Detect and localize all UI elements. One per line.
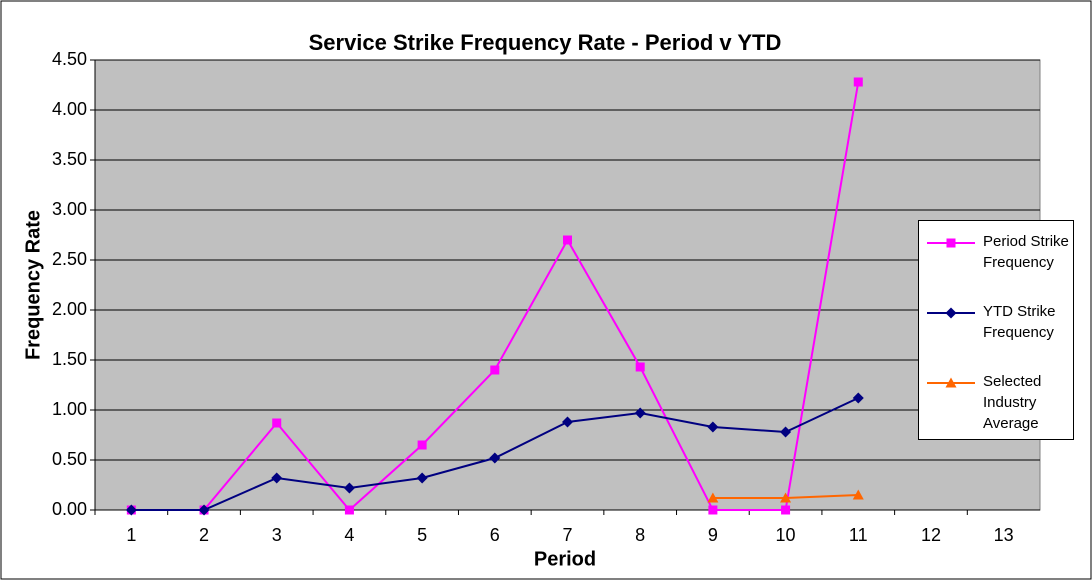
marker (562, 416, 573, 428)
y-tick-label: 1.00 (52, 399, 87, 419)
plot-area (94, 59, 1041, 511)
marker (125, 504, 137, 516)
marker (344, 505, 354, 515)
legend-label: Period Strike Frequency (983, 233, 1069, 271)
y-tick-label: 4.50 (52, 49, 87, 69)
legend-swatch (927, 238, 975, 248)
x-tick-label: 3 (272, 525, 282, 545)
marker (489, 452, 501, 464)
legend-label: YTD Strike Frequency (983, 303, 1056, 341)
x-tick-label: 5 (417, 525, 427, 545)
marker (416, 472, 428, 484)
x-tick-label: 6 (490, 525, 500, 545)
y-tick-label: 3.50 (52, 149, 87, 169)
x-tick-label: 12 (921, 525, 941, 545)
marker (852, 392, 864, 404)
legend-item: YTD Strike Frequency (919, 301, 1075, 361)
legend-swatch (927, 307, 975, 319)
marker (343, 482, 355, 494)
x-tick-label: 7 (562, 525, 572, 545)
marker (707, 421, 719, 433)
legend-item: Selected Industry Average (919, 371, 1075, 432)
legend-label: Selected Industry Average (983, 373, 1042, 432)
marker (781, 505, 791, 515)
x-tick-label: 11 (849, 525, 868, 545)
legend: Period Strike Frequency YTD Strike Freque… (918, 220, 1074, 440)
marker (198, 504, 210, 516)
y-tick-label: 4.00 (52, 99, 87, 119)
chart-title: Service Strike Frequency Rate - Period v… (309, 30, 782, 55)
y-tick-label: 1.50 (52, 349, 87, 369)
marker (945, 377, 957, 388)
x-axis-label: Period (534, 548, 596, 570)
marker (563, 235, 572, 245)
marker (272, 418, 282, 428)
x-tick-label: 1 (126, 525, 136, 545)
y-axis-label: Frequency Rate (22, 210, 44, 360)
marker (708, 505, 718, 515)
x-tick-label: 10 (776, 525, 796, 545)
x-tick-label: 4 (344, 525, 354, 545)
marker (707, 492, 719, 503)
y-tick-label: 0.50 (52, 449, 87, 469)
x-tick-label: 8 (635, 525, 645, 545)
y-tick-label: 2.50 (52, 249, 87, 269)
marker (945, 307, 957, 319)
marker (780, 426, 792, 438)
marker (634, 407, 646, 419)
y-tick-label: 3.00 (52, 199, 87, 219)
legend-swatch (927, 377, 975, 388)
marker (490, 365, 500, 375)
marker (853, 77, 863, 87)
marker (780, 492, 792, 503)
marker (271, 472, 283, 484)
marker (635, 362, 645, 372)
x-tick-label: 2 (199, 525, 209, 545)
marker (417, 440, 427, 450)
x-tick-label: 9 (708, 525, 718, 545)
y-tick-label: 2.00 (52, 299, 87, 319)
x-tick-label: 13 (994, 525, 1014, 545)
marker (946, 238, 956, 248)
y-tick-label: 0.00 (52, 499, 87, 519)
legend-item: Period Strike Frequency (919, 231, 1075, 291)
marker (852, 489, 864, 500)
